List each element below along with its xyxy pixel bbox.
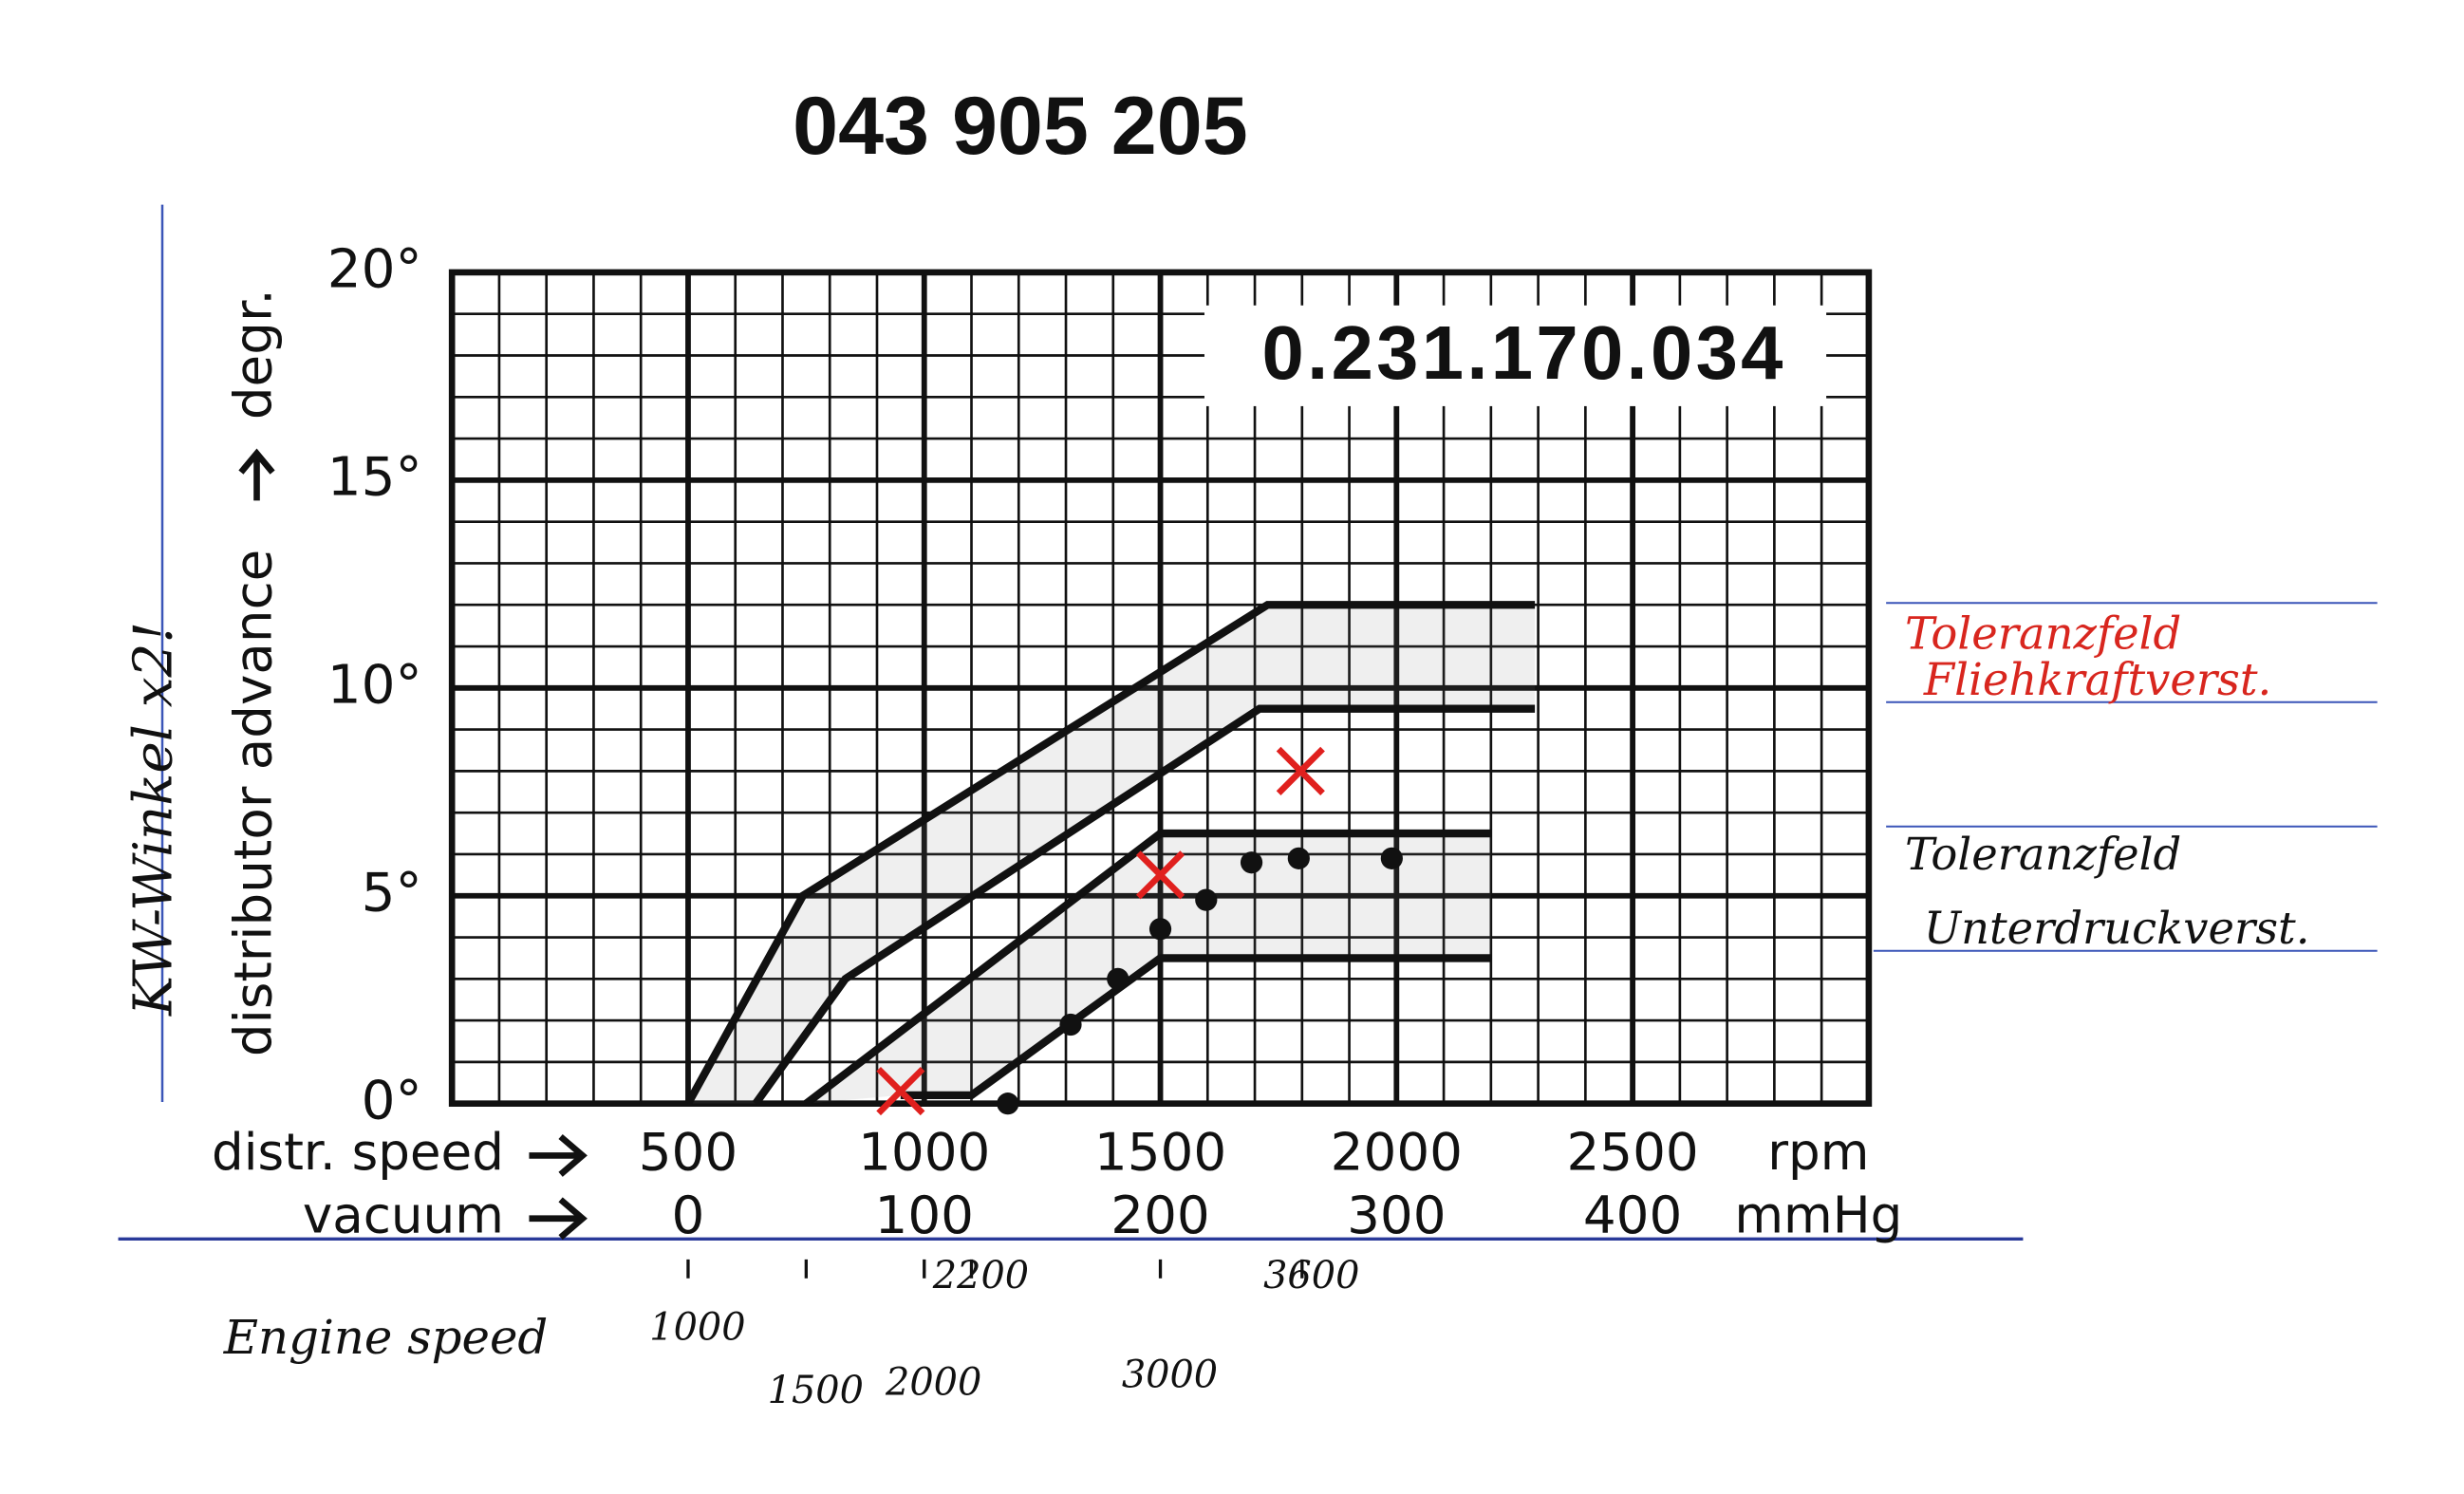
y-tick-label: 0°: [362, 1070, 422, 1131]
x-axis-unit: rpm: [1767, 1123, 1869, 1182]
y-axis-label: distributor advance: [223, 550, 284, 1056]
band-label: Unterdruckverst.: [1924, 903, 2310, 954]
engine-speed-label: Engine speed: [223, 1310, 549, 1365]
engine-tick-label: 3600: [1263, 1254, 1359, 1298]
measured-point: [1287, 847, 1310, 869]
y-tick-label: 10°: [327, 654, 422, 716]
y-tick-label: 5°: [362, 862, 422, 924]
band-edge: [803, 829, 1491, 1107]
band-edge: [684, 601, 1536, 1106]
y-axis-unit: degr.: [223, 289, 284, 420]
plot-frame: [448, 269, 1873, 1107]
arrow: [529, 1133, 588, 1177]
checkpoint: [876, 1066, 925, 1116]
x-tick-label: 2500: [1566, 1122, 1698, 1183]
x-tick-label: 1500: [1094, 1122, 1226, 1183]
engine-tick-label: 2200: [932, 1254, 1029, 1298]
part-box: [1204, 305, 1827, 406]
x2-tick-label: 200: [1111, 1185, 1209, 1245]
band-edge: [752, 704, 1536, 1107]
x2-tick-label: 0: [672, 1185, 705, 1245]
measured-point: [1240, 851, 1263, 874]
x-axis-label: distr. speed: [212, 1123, 504, 1182]
x2-axis-label: vacuum: [303, 1186, 504, 1244]
engine-tick-label: 2000: [885, 1361, 981, 1405]
measured-point: [997, 1092, 1019, 1115]
y-tick-label: 20°: [327, 239, 422, 301]
x2-tick-label: 300: [1347, 1185, 1446, 1245]
annotation: KW-Winkel x2!: [123, 622, 185, 1017]
x-tick-label: 500: [639, 1122, 737, 1183]
part-number: 0.231.170.034: [1262, 310, 1786, 395]
measured-point: [1107, 967, 1129, 990]
measured-point: [1059, 1013, 1082, 1036]
x2-tick-label: 100: [875, 1185, 974, 1245]
x2-axis-unit: mmHg: [1734, 1186, 1902, 1244]
band-label: Toleranzfeld: [1905, 829, 2181, 880]
chart-title: 043 905 205: [793, 81, 1248, 172]
measured-point: [1148, 918, 1172, 941]
measured-point: [1380, 847, 1403, 869]
band-label: Toleranzfeld: [1905, 608, 2181, 660]
checkpoint: [1276, 746, 1325, 795]
arrow: [238, 448, 275, 501]
engine-tick-label: 3000: [1122, 1353, 1218, 1396]
band-fill: [806, 833, 1491, 1104]
x-tick-label: 2000: [1331, 1122, 1463, 1183]
arrow: [529, 1197, 588, 1241]
x2-tick-label: 400: [1583, 1185, 1682, 1245]
engine-tick-label: 1000: [649, 1306, 745, 1350]
checkpoint: [1135, 850, 1185, 900]
measured-point: [1195, 888, 1218, 911]
engine-tick-label: 1500: [768, 1369, 864, 1412]
band-label: Fliehkraftverst.: [1923, 654, 2271, 705]
x-tick-label: 1000: [858, 1122, 990, 1183]
y-tick-label: 15°: [327, 446, 422, 508]
